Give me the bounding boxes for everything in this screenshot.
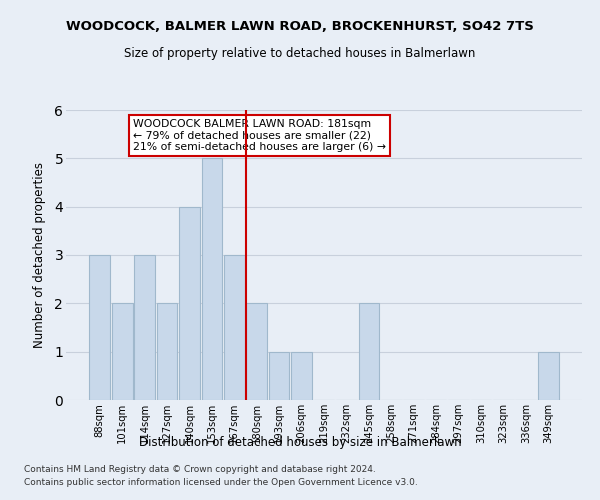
Bar — [89, 255, 110, 400]
Bar — [224, 255, 245, 400]
Text: Distribution of detached houses by size in Balmerlawn: Distribution of detached houses by size … — [139, 436, 461, 449]
Bar — [538, 352, 559, 400]
Text: Contains HM Land Registry data © Crown copyright and database right 2024.: Contains HM Land Registry data © Crown c… — [24, 466, 376, 474]
Text: WOODCOCK, BALMER LAWN ROAD, BROCKENHURST, SO42 7TS: WOODCOCK, BALMER LAWN ROAD, BROCKENHURST… — [66, 20, 534, 33]
Y-axis label: Number of detached properties: Number of detached properties — [33, 162, 46, 348]
Bar — [112, 304, 133, 400]
Text: Contains public sector information licensed under the Open Government Licence v3: Contains public sector information licen… — [24, 478, 418, 487]
Bar — [179, 206, 200, 400]
Bar — [202, 158, 222, 400]
Text: WOODCOCK BALMER LAWN ROAD: 181sqm
← 79% of detached houses are smaller (22)
21% : WOODCOCK BALMER LAWN ROAD: 181sqm ← 79% … — [133, 118, 386, 152]
Bar — [247, 304, 267, 400]
Bar — [269, 352, 289, 400]
Bar — [134, 255, 155, 400]
Bar — [359, 304, 379, 400]
Text: Size of property relative to detached houses in Balmerlawn: Size of property relative to detached ho… — [124, 48, 476, 60]
Bar — [291, 352, 312, 400]
Bar — [157, 304, 178, 400]
